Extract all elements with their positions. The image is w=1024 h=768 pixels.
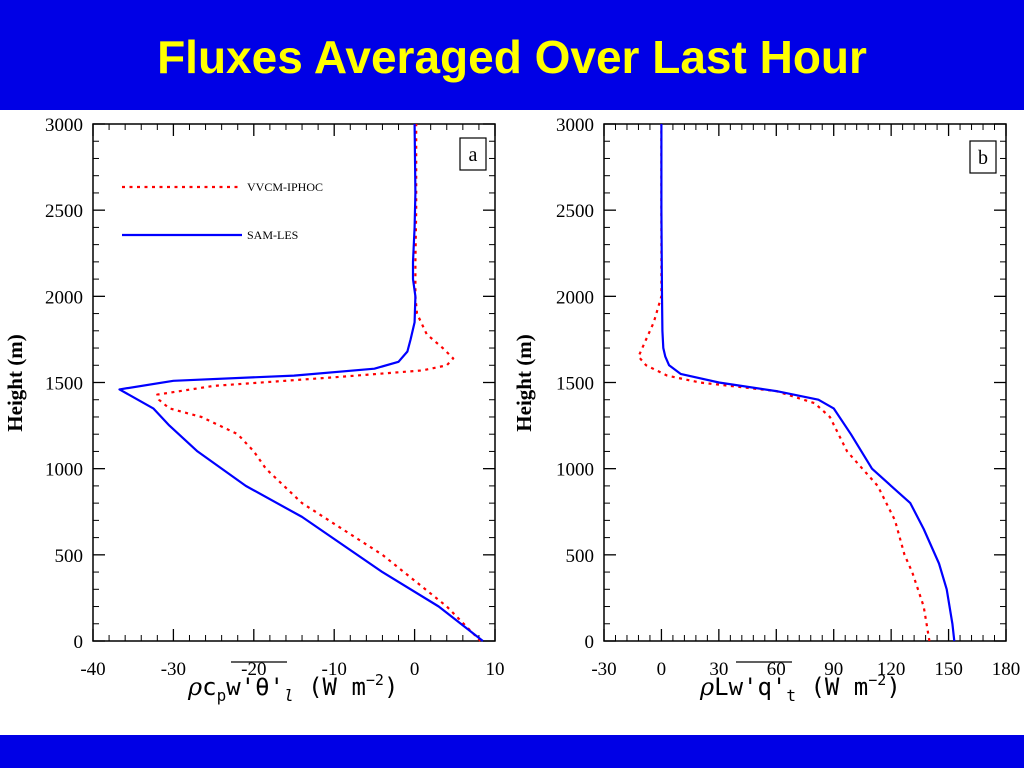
- x-tick-label: -10: [322, 659, 347, 680]
- series-line-vvcm-iphoc-b: [637, 124, 931, 642]
- series-b: [637, 124, 956, 642]
- x-title-rho-a: ρ: [187, 673, 202, 701]
- x-tick-label: -20: [241, 659, 266, 680]
- y-tick-label: 2000: [556, 287, 594, 308]
- ticks-b: [603, 123, 1007, 642]
- y-tick-label: 0: [585, 632, 595, 653]
- x-axis-title-b: ρLw'q't (W m−2): [699, 671, 901, 705]
- y-tick-label: 1500: [45, 374, 83, 395]
- x-title-flux-a: w'θ': [226, 673, 284, 701]
- x-tick-label: 30: [709, 659, 728, 680]
- series-line-sam-les-b: [660, 124, 956, 642]
- charts-area: -40 -30 -20 -10 0 10 050010001500200025003000…: [3, 115, 1020, 705]
- ticks-a: [92, 123, 496, 642]
- x-tick-label: 0: [410, 659, 420, 680]
- legend-label-sam: SAM-LES: [247, 228, 298, 242]
- series-line-vvcm-iphoc-a: [156, 124, 482, 642]
- page-title: Fluxes Averaged Over Last Hour: [157, 31, 867, 83]
- x-title-rho-b: ρ: [699, 673, 714, 701]
- x-tick-label: 0: [657, 659, 667, 680]
- x-title-sub-l-a: l: [284, 686, 294, 705]
- title-banner: [0, 0, 1024, 110]
- x-title-L-b: L: [714, 673, 728, 701]
- x-tick-label: 90: [824, 659, 843, 680]
- panel-tag-box-b: [969, 140, 997, 174]
- y-tick-label: 2500: [556, 201, 594, 222]
- x-tick-label: -40: [80, 659, 105, 680]
- x-tick-label: 150: [934, 659, 963, 680]
- x-axis-title-a: ρcpw'θ'l (W m−2): [187, 671, 398, 705]
- x-tick-label: 180: [992, 659, 1021, 680]
- y-axis-title-b: Height (m): [512, 334, 536, 431]
- x-title-exp-b: −2: [868, 671, 886, 689]
- y-tick-label: 500: [55, 546, 84, 567]
- bottom-banner: [0, 735, 1024, 768]
- x-title-close-a: ): [384, 673, 398, 701]
- y-tick-label: 0: [74, 632, 84, 653]
- x-title-units-b: (W m: [796, 673, 868, 701]
- x-title-units-a: (W m: [294, 673, 366, 701]
- x-title-sub-t-b: t: [786, 686, 796, 705]
- y-tick-labels-a: 0 500 1000 1500 2000 2500 3000: [45, 115, 83, 653]
- panel-tag-box-a: [459, 137, 487, 171]
- x-tick-label: 60: [767, 659, 786, 680]
- y-tick-label: 2500: [45, 201, 83, 222]
- series-line-sam-les-a: [118, 123, 484, 642]
- x-title-c-a: c: [202, 673, 216, 701]
- y-tick-label: 1000: [556, 460, 594, 481]
- x-tick-label: 10: [486, 659, 505, 680]
- x-tick-labels-a: -40 -30 -20 -10 0 10: [80, 659, 504, 680]
- chart-panel-a: -40 -30 -20 -10 0 10 0 500 1000 1500 2000 2500 3000…: [3, 115, 505, 705]
- series-a: [118, 123, 484, 642]
- x-tick-label: 120: [877, 659, 906, 680]
- x-title-sub-p-a: p: [217, 686, 227, 705]
- legend-label-vvcm: VVCM-IPHOC: [247, 180, 323, 194]
- x-title-flux-b: w'q': [729, 673, 787, 701]
- y-tick-label: 1500: [556, 374, 594, 395]
- x-tick-label: -30: [161, 659, 186, 680]
- plot-frame-a: [92, 123, 496, 642]
- panel-tag-b: b: [978, 147, 988, 169]
- chart-panel-b: -30 0 30 60 90 120 150 180 0 500 1000 1500 2000 2500…: [512, 115, 1020, 705]
- x-tick-label: -30: [591, 659, 616, 680]
- x-tick-labels-b: -30 0 30 60 90 120 150 180: [591, 659, 1020, 680]
- y-tick-label: 500: [566, 546, 595, 567]
- y-tick-label: 2000: [45, 287, 83, 308]
- y-tick-label: 1000: [45, 460, 83, 481]
- x-title-close-b: ): [886, 673, 900, 701]
- y-tick-label: 3000: [556, 115, 594, 136]
- plot-frame-b: [603, 123, 1007, 642]
- panel-tag-a: a: [469, 144, 478, 166]
- y-tick-label: 3000: [45, 115, 83, 136]
- y-axis-title-a: Height (m): [3, 334, 27, 431]
- x-title-exp-a: −2: [366, 671, 384, 689]
- y-tick-labels-b: 0 500 1000 1500 2000 2500 3000: [556, 115, 594, 653]
